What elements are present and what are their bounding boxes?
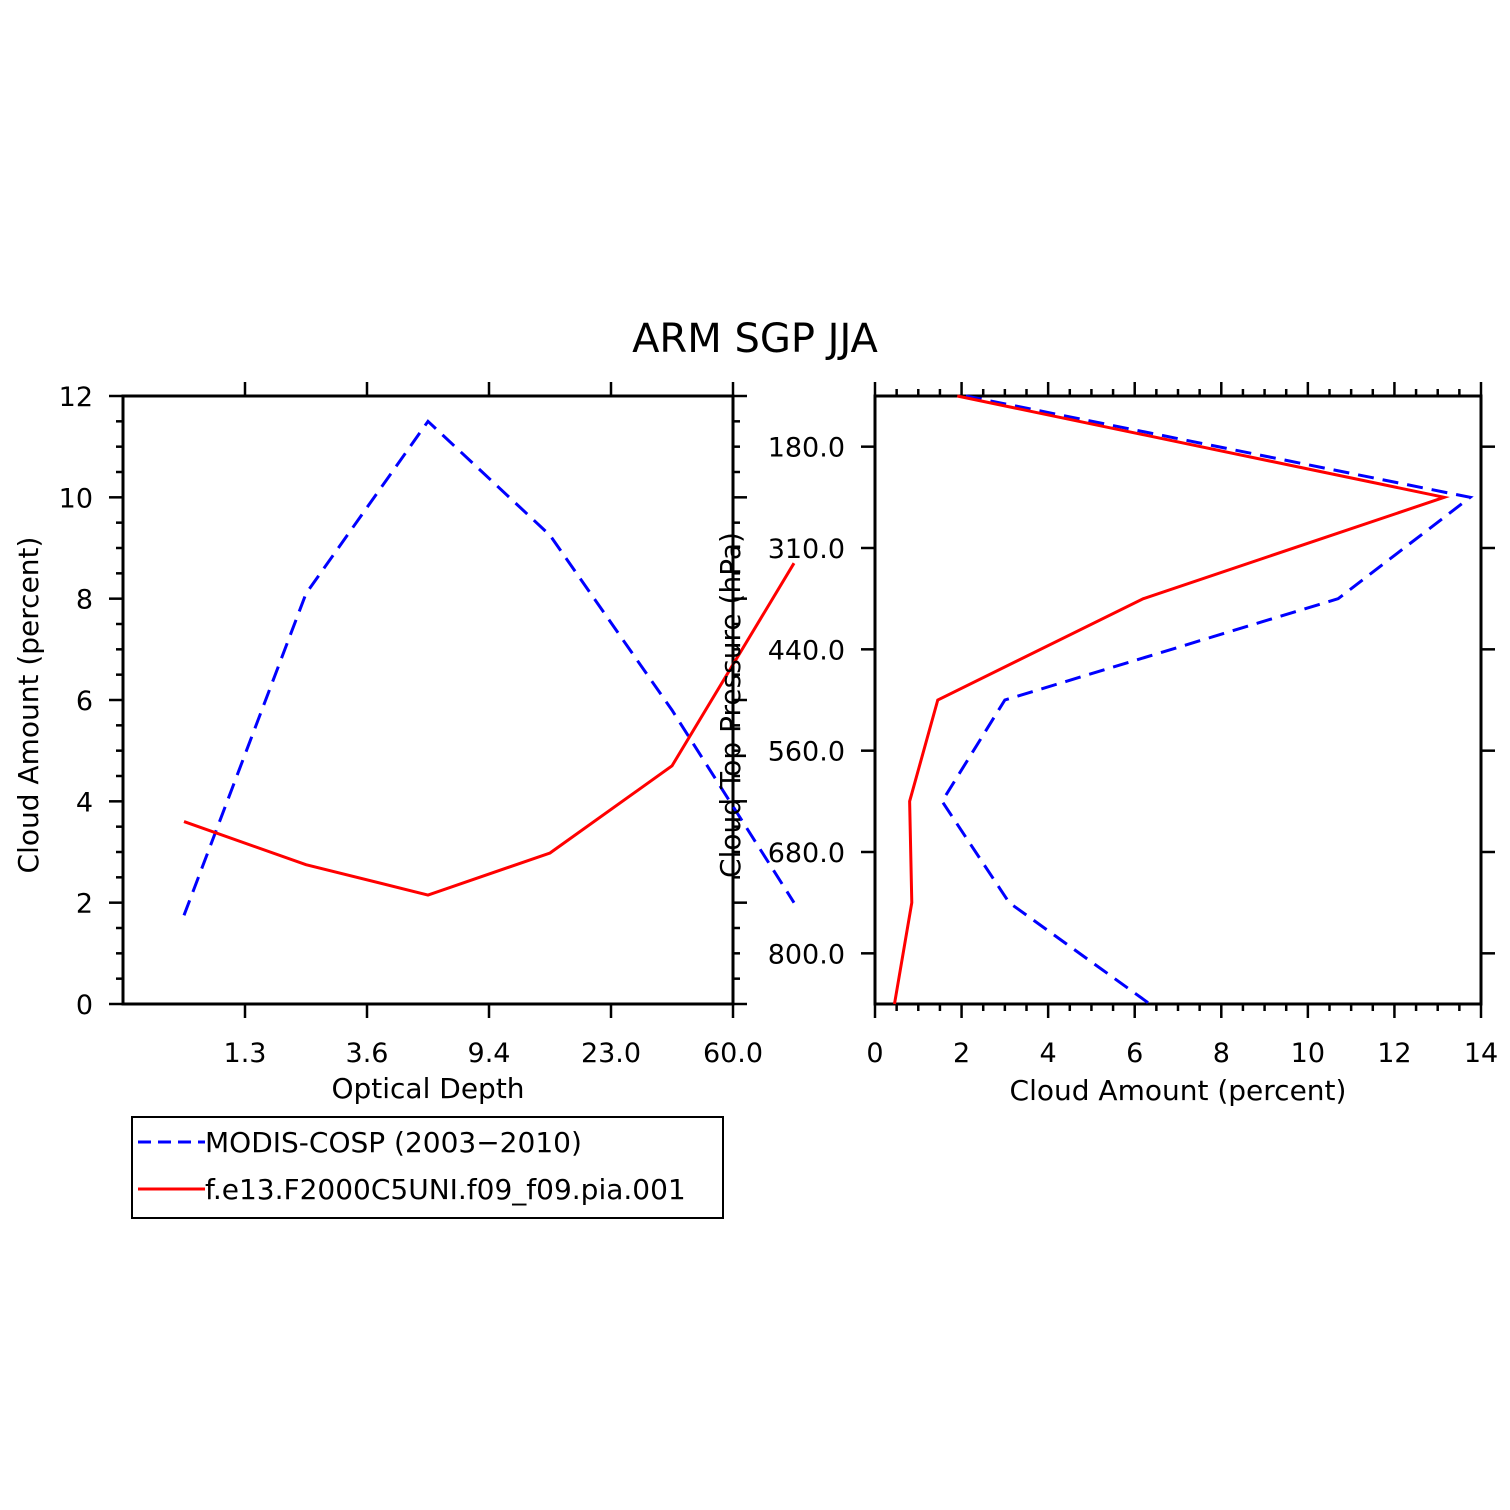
y-tick-label: 12 [59, 382, 93, 413]
series-line-modis [182, 419, 796, 916]
series-line-model [893, 394, 1450, 1005]
legend-label: MODIS-COSP (2003−2010) [205, 1126, 582, 1159]
x-tick-label: 10 [1291, 1038, 1325, 1069]
y-tick-label: 10 [59, 483, 93, 514]
x-tick-label: 9.4 [468, 1038, 511, 1069]
x-tick-label: 6 [1126, 1038, 1143, 1069]
y-tick-label: 4 [76, 787, 93, 818]
plot-frame [121, 394, 735, 1006]
main-title: ARM SGP JJA [632, 316, 878, 362]
y-tick-label: 800.0 [768, 939, 845, 970]
y-axis-title: Cloud Amount (percent) [12, 537, 45, 874]
x-tick-label: 4 [1040, 1038, 1057, 1069]
y-tick-label: 440.0 [768, 635, 845, 666]
x-tick-label: 60.0 [703, 1038, 763, 1069]
series-line-modis [940, 394, 1474, 1006]
y-tick-label: 560.0 [768, 737, 845, 768]
right-panel: 0 2 4 6 8 10 12 14 180.0 310.0 440.0 560.0 680.0 800.… [714, 382, 1498, 1107]
y-tick-label: 8 [76, 585, 93, 616]
x-tick-label: 8 [1213, 1038, 1230, 1069]
x-tick-label: 0 [866, 1038, 883, 1069]
x-axis-title: Optical Depth [331, 1072, 524, 1105]
x-tick-label: 1.3 [224, 1038, 267, 1069]
y-tick-label: 310.0 [768, 534, 845, 565]
y-tick-label: 680.0 [768, 838, 845, 869]
legend-box [131, 1116, 724, 1219]
x-axis-title: Cloud Amount (percent) [1010, 1074, 1347, 1107]
y-axis-title: Cloud Top Pressure (hPa) [714, 532, 747, 878]
x-tick-label: 2 [953, 1038, 970, 1069]
legend-label: f.e13.F2000C5UNI.f09_f09.pia.001 [205, 1173, 686, 1206]
x-tick-label: 23.0 [581, 1038, 641, 1069]
x-tick-label: 14 [1464, 1038, 1498, 1069]
y-tick-label: 0 [76, 990, 93, 1021]
x-tick-label: 12 [1377, 1038, 1411, 1069]
y-tick-label: 180.0 [768, 433, 845, 464]
legend: MODIS-COSP (2003−2010) f.e13.F2000C5UNI.f… [131, 1116, 724, 1219]
series-line-model [183, 562, 796, 897]
left-panel: 0 2 4 6 8 10 12 1.3 3.6 9.4 23.0 60.0 Optical Depth C… [12, 382, 796, 1105]
y-tick-label: 2 [76, 889, 93, 920]
x-tick-label: 3.6 [346, 1038, 389, 1069]
y-tick-label: 6 [76, 686, 93, 717]
